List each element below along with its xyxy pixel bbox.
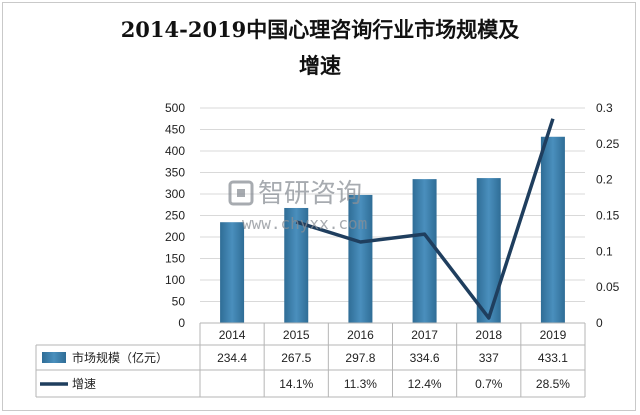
growth-line (295, 118, 555, 320)
y-right-tick-label: 0 (596, 316, 603, 330)
legend-label-growth: 增速 (72, 377, 96, 391)
chart-title-line2: 增速 (299, 53, 341, 78)
y-left-tick-label: 350 (165, 166, 185, 180)
y-left-tick-label: 400 (165, 144, 185, 158)
x-tick-label: 2018 (475, 328, 502, 342)
y-right-tick-label: 0.3 (596, 101, 613, 115)
y-left-tick-label: 200 (165, 230, 185, 244)
table-cell-market-size: 337 (479, 351, 499, 365)
y-right-tick-label: 0.2 (596, 173, 613, 187)
data-table: 2014 2015 2016 2017 2018 2019 市场规模（亿元） 增速 234.4 2… (35, 322, 586, 398)
bar-series (220, 136, 565, 323)
table-cell-growth: 28.5% (536, 377, 570, 391)
line-series (295, 118, 555, 320)
legend-bar-swatch (42, 352, 66, 363)
legend-label-market-size: 市场规模（亿元） (72, 350, 168, 365)
table-cell-growth: 12.4% (408, 377, 442, 391)
bar (412, 179, 437, 323)
table-cell-growth: 14.1% (279, 377, 313, 391)
table-cell-market-size: 297.8 (345, 351, 375, 365)
bar (220, 222, 245, 323)
x-tick-label: 2015 (283, 328, 310, 342)
bar (540, 136, 565, 323)
x-tick-label: 2014 (219, 328, 246, 342)
x-tick-label: 2017 (411, 328, 438, 342)
y-right-tick-label: 0.25 (596, 137, 620, 151)
y-left-tick-label: 150 (165, 252, 185, 266)
bar (348, 194, 373, 323)
table-cell-market-size: 267.5 (281, 351, 311, 365)
x-tick-label: 2019 (540, 328, 567, 342)
y-left-tick-label: 0 (178, 316, 185, 330)
watermark: 智研咨询 www.chyxx.com (228, 179, 367, 233)
bar (284, 207, 309, 323)
table-cell-growth: 0.7% (475, 377, 503, 391)
y-right-tick-label: 0.1 (596, 244, 613, 258)
x-tick-label: 2016 (347, 328, 374, 342)
chart-title: 2014-2019中国心理咨询行业市场规模及 增速 (0, 12, 640, 84)
table-cell-market-size: 334.6 (410, 351, 440, 365)
chart-frame (2, 2, 636, 411)
y-left-tick-label: 100 (165, 273, 185, 287)
watermark-url: www.chyxx.com (242, 214, 367, 233)
y-axis-right: 0 0.05 0.1 0.15 0.2 0.25 0.3 (596, 101, 620, 330)
y-left-tick-label: 450 (165, 123, 185, 137)
table-cell-growth: 11.3% (344, 377, 377, 391)
table-cell-market-size: 234.4 (217, 351, 247, 365)
y-left-tick-label: 50 (172, 295, 186, 309)
y-left-tick-label: 300 (165, 187, 185, 201)
bar (476, 178, 501, 323)
watermark-logo-text: 智研咨询 (258, 179, 362, 209)
y-right-tick-label: 0.15 (596, 209, 620, 223)
table-cell-market-size: 433.1 (538, 351, 568, 365)
y-left-tick-label: 500 (165, 101, 185, 115)
y-axis-left: 0 50 100 150 200 250 300 350 400 450 500 (165, 101, 185, 330)
watermark-logo-icon (228, 180, 254, 206)
chart-title-line1: 2014-2019中国心理咨询行业市场规模及 (120, 17, 520, 42)
y-left-tick-label: 250 (165, 209, 185, 223)
y-right-tick-label: 0.05 (596, 280, 620, 294)
